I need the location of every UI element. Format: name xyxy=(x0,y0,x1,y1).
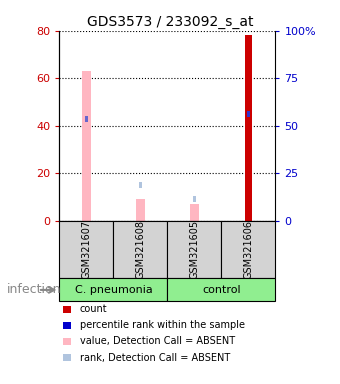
Text: GSM321606: GSM321606 xyxy=(243,220,253,279)
Bar xyxy=(168,278,275,301)
Bar xyxy=(139,182,142,188)
Bar xyxy=(59,278,168,301)
Bar xyxy=(247,111,250,117)
Text: C. pneumonia: C. pneumonia xyxy=(74,285,152,295)
Text: rank, Detection Call = ABSENT: rank, Detection Call = ABSENT xyxy=(80,353,230,362)
Bar xyxy=(85,116,88,122)
Bar xyxy=(59,221,114,278)
Text: value, Detection Call = ABSENT: value, Detection Call = ABSENT xyxy=(80,336,235,346)
Text: GSM321605: GSM321605 xyxy=(189,220,200,279)
Bar xyxy=(245,35,252,221)
Bar xyxy=(168,221,221,278)
Bar xyxy=(136,199,145,221)
Text: GSM321607: GSM321607 xyxy=(82,220,91,279)
Text: GSM321608: GSM321608 xyxy=(135,220,146,279)
Bar xyxy=(193,197,196,202)
Bar xyxy=(82,71,91,221)
Bar xyxy=(190,204,199,221)
Bar xyxy=(114,221,167,278)
Text: control: control xyxy=(202,285,241,295)
Bar xyxy=(221,221,275,278)
Text: GDS3573 / 233092_s_at: GDS3573 / 233092_s_at xyxy=(87,15,253,28)
Text: count: count xyxy=(80,304,107,314)
Text: infection: infection xyxy=(7,283,61,296)
Text: percentile rank within the sample: percentile rank within the sample xyxy=(80,320,245,330)
